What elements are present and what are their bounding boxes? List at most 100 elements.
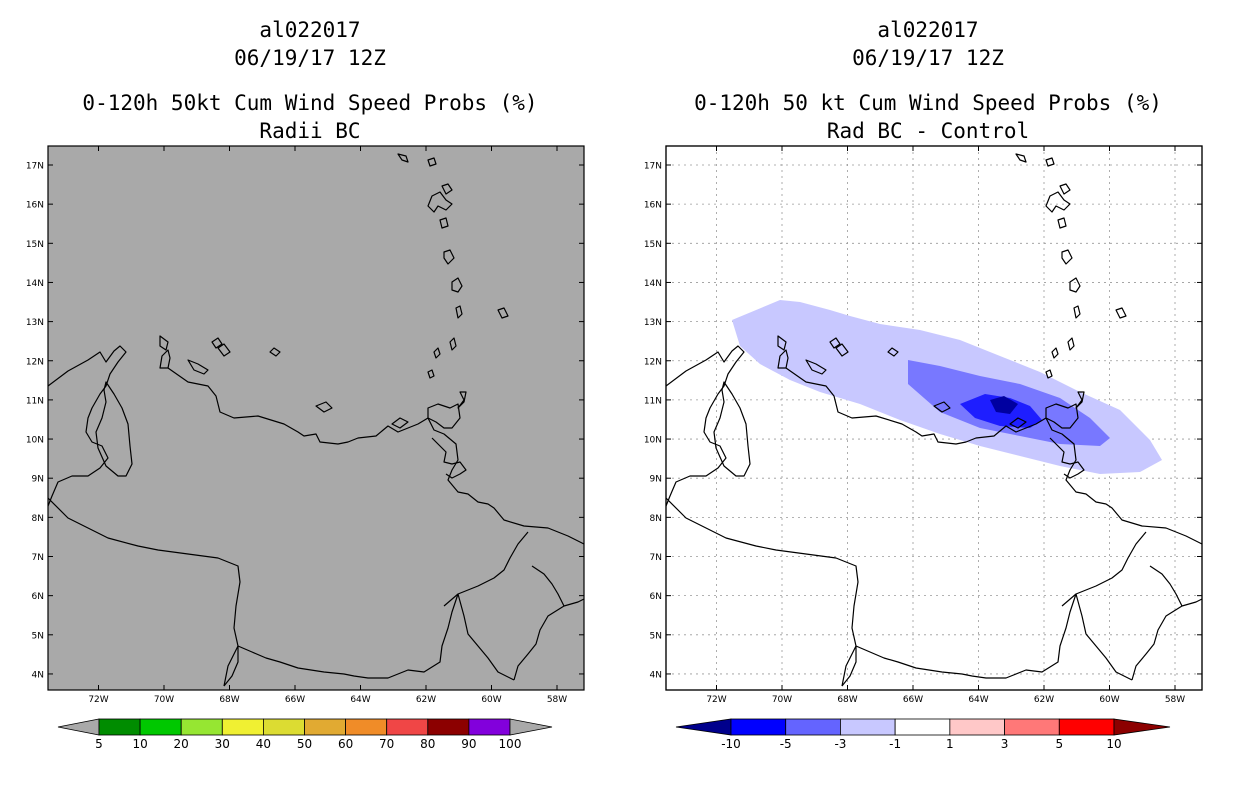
right-colorbar: -10 -5 -3 -1 1 3 5 10 xyxy=(675,718,1171,751)
lat-label: 12N xyxy=(644,357,662,367)
lat-label: 10N xyxy=(644,436,662,446)
right-product-title: 0-120h 50 kt Cum Wind Speed Probs (%) xyxy=(694,91,1162,115)
lon-label: 62W xyxy=(1034,695,1054,705)
lat-label: 16N xyxy=(26,201,44,211)
lon-label: 72W xyxy=(706,695,726,705)
lat-label: 12N xyxy=(26,357,44,367)
lon-label: 66W xyxy=(285,695,305,705)
colorbar-label: 5 xyxy=(1055,737,1063,751)
colorbar-cell xyxy=(139,718,182,736)
lat-label: 8N xyxy=(32,514,44,524)
left-map: 17N 16N 15N 14N 13N 12N 11N 10N 9N 8N 7N 6N 5N 4N 72W… xyxy=(26,145,585,705)
lon-label: 64W xyxy=(350,695,370,705)
right-lon-labels: 72W 70W 68W 66W 64W 62W 60W 58W xyxy=(706,695,1185,705)
lat-label: 6N xyxy=(650,592,662,602)
colorbar-cell xyxy=(730,718,787,736)
left-datetime: 06/19/17 12Z xyxy=(234,46,386,70)
colorbar-label: 30 xyxy=(215,737,230,751)
colorbar-cell xyxy=(468,718,511,736)
colorbar-label: 70 xyxy=(379,737,394,751)
lon-label: 62W xyxy=(416,695,436,705)
colorbar-label: 3 xyxy=(1001,737,1009,751)
lat-label: 7N xyxy=(32,553,44,563)
colorbar-cell xyxy=(1004,718,1060,736)
colorbar-label: 10 xyxy=(1106,737,1121,751)
lon-label: 66W xyxy=(903,695,923,705)
lon-label: 60W xyxy=(1099,695,1119,705)
lat-label: 15N xyxy=(26,240,44,250)
colorbar-label: 10 xyxy=(132,737,147,751)
colorbar-label: -1 xyxy=(889,737,901,751)
right-colorbar-cells xyxy=(730,718,1115,736)
left-colorbar-cells xyxy=(98,718,511,736)
colorbar-cell xyxy=(1058,718,1115,736)
lat-label: 7N xyxy=(650,553,662,563)
colorbar-cell xyxy=(785,718,841,736)
colorbar-cell xyxy=(386,718,429,736)
right-axis-ticks xyxy=(666,146,1202,690)
colorbar-cell xyxy=(949,718,1005,736)
lat-label: 4N xyxy=(650,670,662,680)
shading-below-minus-10 xyxy=(990,396,1018,414)
colorbar-cell xyxy=(98,718,141,736)
colorbar-label: 5 xyxy=(95,737,103,751)
colorbar-label: 1 xyxy=(946,737,954,751)
colorbar-cell xyxy=(345,718,388,736)
colorbar-cell xyxy=(427,718,470,736)
lat-label: 9N xyxy=(32,475,44,485)
right-map: 17N 16N 15N 14N 13N 12N 11N 10N 9N 8N 7N 6N 5N 4N 72W… xyxy=(644,145,1203,705)
colorbar-label: 90 xyxy=(461,737,476,751)
lat-label: 10N xyxy=(26,436,44,446)
colorbar-cell xyxy=(304,718,346,736)
lat-label: 4N xyxy=(32,670,44,680)
left-colorbar: 5 10 20 30 40 50 60 70 80 90 100 xyxy=(57,718,553,751)
lon-label: 70W xyxy=(154,695,174,705)
lon-label: 58W xyxy=(1165,695,1185,705)
right-lat-labels: 17N 16N 15N 14N 13N 12N 11N 10N 9N 8N 7N 6N 5N 4N xyxy=(644,162,662,681)
lat-label: 9N xyxy=(650,475,662,485)
lat-label: 13N xyxy=(644,318,662,328)
lon-label: 72W xyxy=(88,695,108,705)
colorbar-cell xyxy=(840,718,896,736)
lat-label: 11N xyxy=(26,396,44,406)
lat-label: 6N xyxy=(32,592,44,602)
colorbar-label: 40 xyxy=(256,737,271,751)
lat-label: 14N xyxy=(26,279,44,289)
lat-label: 17N xyxy=(26,162,44,172)
right-datetime: 06/19/17 12Z xyxy=(852,46,1004,70)
right-colorbar-low-arrow xyxy=(675,718,732,736)
lat-label: 14N xyxy=(644,279,662,289)
colorbar-label: 100 xyxy=(499,737,522,751)
right-storm-id: al022017 xyxy=(877,18,979,42)
lat-label: 15N xyxy=(644,240,662,250)
left-colorbar-high-arrow xyxy=(509,718,553,736)
left-lon-labels: 72W 70W 68W 66W 64W 62W 60W 58W xyxy=(88,695,567,705)
lat-label: 5N xyxy=(650,631,662,641)
lat-label: 16N xyxy=(644,201,662,211)
colorbar-label: -10 xyxy=(721,737,741,751)
left-map-background xyxy=(47,145,585,691)
lat-label: 5N xyxy=(32,631,44,641)
colorbar-label: 20 xyxy=(174,737,189,751)
lat-label: 8N xyxy=(650,514,662,524)
colorbar-label: 50 xyxy=(297,737,312,751)
lon-label: 60W xyxy=(481,695,501,705)
left-axis-ticks xyxy=(48,146,584,690)
colorbar-label: -5 xyxy=(780,737,792,751)
colorbar-label: -3 xyxy=(834,737,846,751)
left-product-title: 0-120h 50kt Cum Wind Speed Probs (%) xyxy=(82,91,538,115)
colorbar-cell xyxy=(180,718,223,736)
right-colorbar-high-arrow xyxy=(1113,718,1171,736)
lat-label: 11N xyxy=(644,396,662,406)
lon-label: 70W xyxy=(772,695,792,705)
left-subtitle: Radii BC xyxy=(259,119,361,143)
left-colorbar-labels: 5 10 20 30 40 50 60 70 80 90 100 xyxy=(95,737,521,751)
colorbar-label: 80 xyxy=(420,737,435,751)
lat-label: 13N xyxy=(26,318,44,328)
colorbar-cell xyxy=(262,718,305,736)
colorbar-cell xyxy=(221,718,264,736)
right-colorbar-labels: -10 -5 -3 -1 1 3 5 10 xyxy=(721,737,1121,751)
lon-label: 58W xyxy=(547,695,567,705)
colorbar-cell xyxy=(894,718,951,736)
